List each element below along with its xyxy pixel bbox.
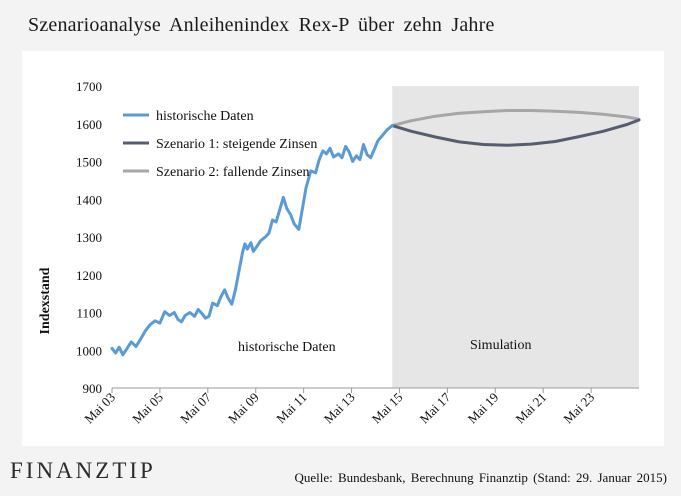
y-tick-label: 1200 — [76, 268, 102, 283]
x-tick-label: Mai 17 — [417, 389, 454, 426]
legend-label-scenario-falling: Szenario 2: fallende Zinsen — [156, 165, 310, 180]
y-tick-label: 1300 — [76, 230, 102, 245]
region-label-historical: historische Daten — [238, 340, 336, 355]
finanztip-logo: FINANZTIP — [10, 458, 156, 483]
x-tick-label: Mai 07 — [177, 389, 214, 426]
series-lines — [110, 109, 641, 357]
y-axis-label: Indexstand — [38, 267, 53, 334]
x-tick-label: Mai 13 — [321, 390, 358, 427]
x-tick-label: Mai 11 — [273, 390, 310, 427]
legend-label-scenario-rising: Szenario 1: steigende Zinsen — [156, 137, 317, 152]
y-tick-label: 1400 — [76, 192, 102, 207]
chart-title: Szenarioanalyse Anleihenindex Rex-P über… — [28, 14, 495, 36]
x-tick-label: Mai 15 — [369, 390, 406, 427]
region-label-simulation: Simulation — [470, 338, 531, 353]
series-scenario-falling-line — [390, 109, 641, 128]
x-tick-label: Mai 23 — [560, 390, 597, 427]
chart-panel: 900 1000 1100 1200 1300 1400 1500 1600 1700 Mai … — [22, 51, 664, 446]
y-tick-label: 900 — [83, 381, 103, 396]
x-tick-label: Mai 21 — [512, 390, 549, 427]
y-tick-label: 1600 — [76, 117, 102, 132]
y-tick-label: 1100 — [76, 306, 102, 321]
x-tick-label: Mai 05 — [129, 390, 166, 427]
y-tick-label: 1500 — [76, 155, 102, 170]
source-note: Quelle: Bundesbank, Berechnung Finanztip… — [294, 470, 667, 485]
legend: historische Daten Szenario 1: steigende … — [123, 109, 317, 180]
y-tick-label: 1000 — [76, 343, 102, 358]
y-tick-label: 1700 — [76, 79, 102, 94]
x-axis: Mai 03 Mai 05 Mai 07 Mai 09 Mai 11 Mai 13 Mai … — [81, 387, 639, 427]
y-axis: 900 1000 1100 1200 1300 1400 1500 1600 1700 — [76, 79, 102, 396]
legend-label-historical: historische Daten — [156, 109, 254, 124]
x-tick-label: Mai 19 — [464, 390, 501, 427]
x-tick-label: Mai 09 — [225, 390, 262, 427]
series-scenario-rising-line — [390, 118, 641, 147]
series-historical-line — [110, 124, 394, 357]
line-chart: 900 1000 1100 1200 1300 1400 1500 1600 1700 Mai … — [38, 79, 641, 427]
